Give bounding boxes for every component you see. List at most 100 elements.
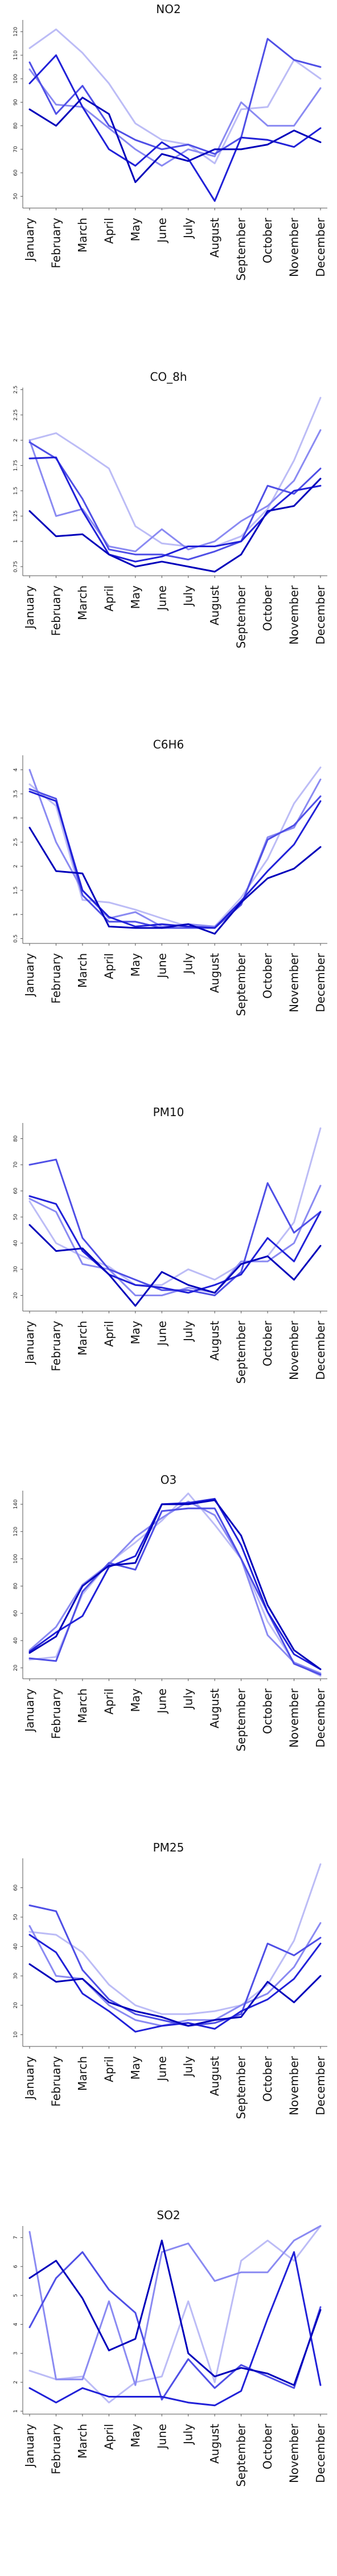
x-tick-label-november: November [287,1320,301,1380]
x-tick-label-december: December [314,2423,327,2483]
x-tick-label-september: September [235,2423,248,2487]
chart-svg: 0.75 1 1.25 1.5 1.75 2 2.25 2.5 January February M… [13,385,327,649]
chart-svg: 50 60 70 80 90 100 110 120 January February March A… [13,20,327,281]
y-tick-label: 30 [13,1972,19,1979]
x-tick-label-july: July [182,585,195,607]
x-tick-label-june: June [155,2424,168,2450]
x-tick-label-october: October [261,953,274,999]
y-tick-label: 80 [13,1582,19,1589]
x-tick-label-may: May [129,218,142,242]
series-line-1 [28,1863,322,2015]
x-tick-label-march: March [76,2424,89,2459]
x-tick-label-january: January [23,218,36,262]
x-tick-label-november: November [287,2423,301,2483]
x-tick-label-august: August [208,2056,221,2096]
series-line-4 [28,2251,322,2407]
x-tick-label-december: December [314,1688,327,1747]
chart-panel-o3: O3 20 40 60 80 100 120 140 January February March A… [0,1471,337,1841]
x-tick-label-november: November [287,2056,301,2115]
x-tick-label-august: August [208,953,221,993]
y-tick-label: 60 [13,169,19,176]
x-tick-label-may: May [129,2424,142,2448]
x-tick-label-january: January [23,953,36,998]
series-line-1 [28,2225,322,2404]
x-tick-label-june: June [155,1321,168,1347]
x-tick-label-september: September [235,585,248,648]
x-tick-label-october: October [261,1688,274,1734]
y-tick-label: 60 [13,1610,19,1617]
series-line-3 [28,1507,322,1676]
series-line-5 [28,96,322,184]
x-tick-label-august: August [208,585,221,625]
x-tick-label-february: February [49,2424,63,2475]
x-tick-label-june: June [155,585,168,612]
series-line-3 [28,38,322,155]
x-tick-label-july: July [182,218,195,239]
series-line-3 [28,1904,322,2027]
x-tick-label-september: September [235,1688,248,1751]
x-tick-label-october: October [261,585,274,631]
y-tick-label: 60 [13,1885,19,1891]
y-tick-label: 2.25 [13,409,19,421]
x-tick-label-december: December [314,953,327,1012]
chart-svg: 10 20 30 40 50 60 January February March April May… [13,1858,327,2119]
series-line-2 [28,1922,322,2027]
x-tick-label-september: September [235,1320,248,1383]
y-tick-label: 120 [13,27,19,36]
series-line-5 [28,827,322,935]
chart-title: PM25 [153,1841,184,1854]
y-tick-label: 1 [13,913,19,916]
x-tick-label-april: April [102,218,116,244]
chart-panel-pm25: PM25 10 20 30 40 50 60 January February March Apri… [0,1838,337,2208]
y-tick-label: 5 [13,2294,19,2297]
y-tick-label: 1.5 [13,487,19,495]
chart-title: O3 [160,1473,177,1487]
series-line-2 [28,1185,322,1296]
x-tick-label-may: May [129,1321,142,1345]
x-tick-label-february: February [49,218,63,268]
series-line-1 [28,1127,322,1286]
series-line-4 [28,1934,322,2033]
chart-panel-so2: SO2 1 2 3 4 5 6 7 January February March April May Ju… [0,2206,337,2576]
x-tick-label-january: January [23,1688,36,1733]
y-tick-label: 1.75 [13,460,19,471]
series-line-5 [28,2239,322,2386]
y-tick-label: 30 [13,1266,19,1273]
x-tick-label-april: April [102,1321,116,1347]
y-tick-label: 100 [13,1554,19,1564]
y-tick-label: 40 [13,1240,19,1247]
y-tick-label: 40 [13,1637,19,1644]
x-tick-label-april: April [102,953,116,979]
y-tick-label: 2 [13,438,19,442]
series-line-5 [28,478,322,573]
y-tick-label: 1.25 [13,510,19,522]
y-tick-label: 2 [13,865,19,868]
x-tick-label-november: November [287,585,301,645]
x-tick-label-december: December [314,585,327,644]
y-tick-label: 2 [13,2380,19,2384]
chart-svg: 0.5 1 1.5 2 2.5 3 3.5 4 January February March Apri… [13,755,327,1016]
y-tick-label: 20 [13,1665,19,1671]
x-tick-label-september: September [235,953,248,1016]
series-line-4 [28,1195,322,1294]
x-tick-label-january: January [23,1321,36,1365]
chart-title: C6H6 [153,738,184,751]
series-line-2 [28,1500,322,1674]
x-tick-label-october: October [261,2056,274,2102]
x-tick-label-december: December [314,1320,327,1379]
y-tick-label: 50 [13,193,19,200]
y-tick-label: 4 [13,2322,19,2326]
x-tick-label-february: February [49,1688,63,1739]
y-tick-label: 3 [13,2352,19,2355]
series-line-3 [28,788,322,929]
x-tick-label-june: June [155,1688,168,1715]
x-tick-label-january: January [23,2056,36,2101]
y-tick-label: 7 [13,2236,19,2239]
x-tick-label-january: January [23,2424,36,2468]
x-tick-label-december: December [314,217,327,276]
y-tick-label: 4 [13,768,19,771]
y-tick-label: 80 [13,123,19,129]
chart-title: NO2 [156,2,181,16]
x-tick-label-february: February [49,585,63,636]
chart-title: SO2 [157,2208,180,2222]
